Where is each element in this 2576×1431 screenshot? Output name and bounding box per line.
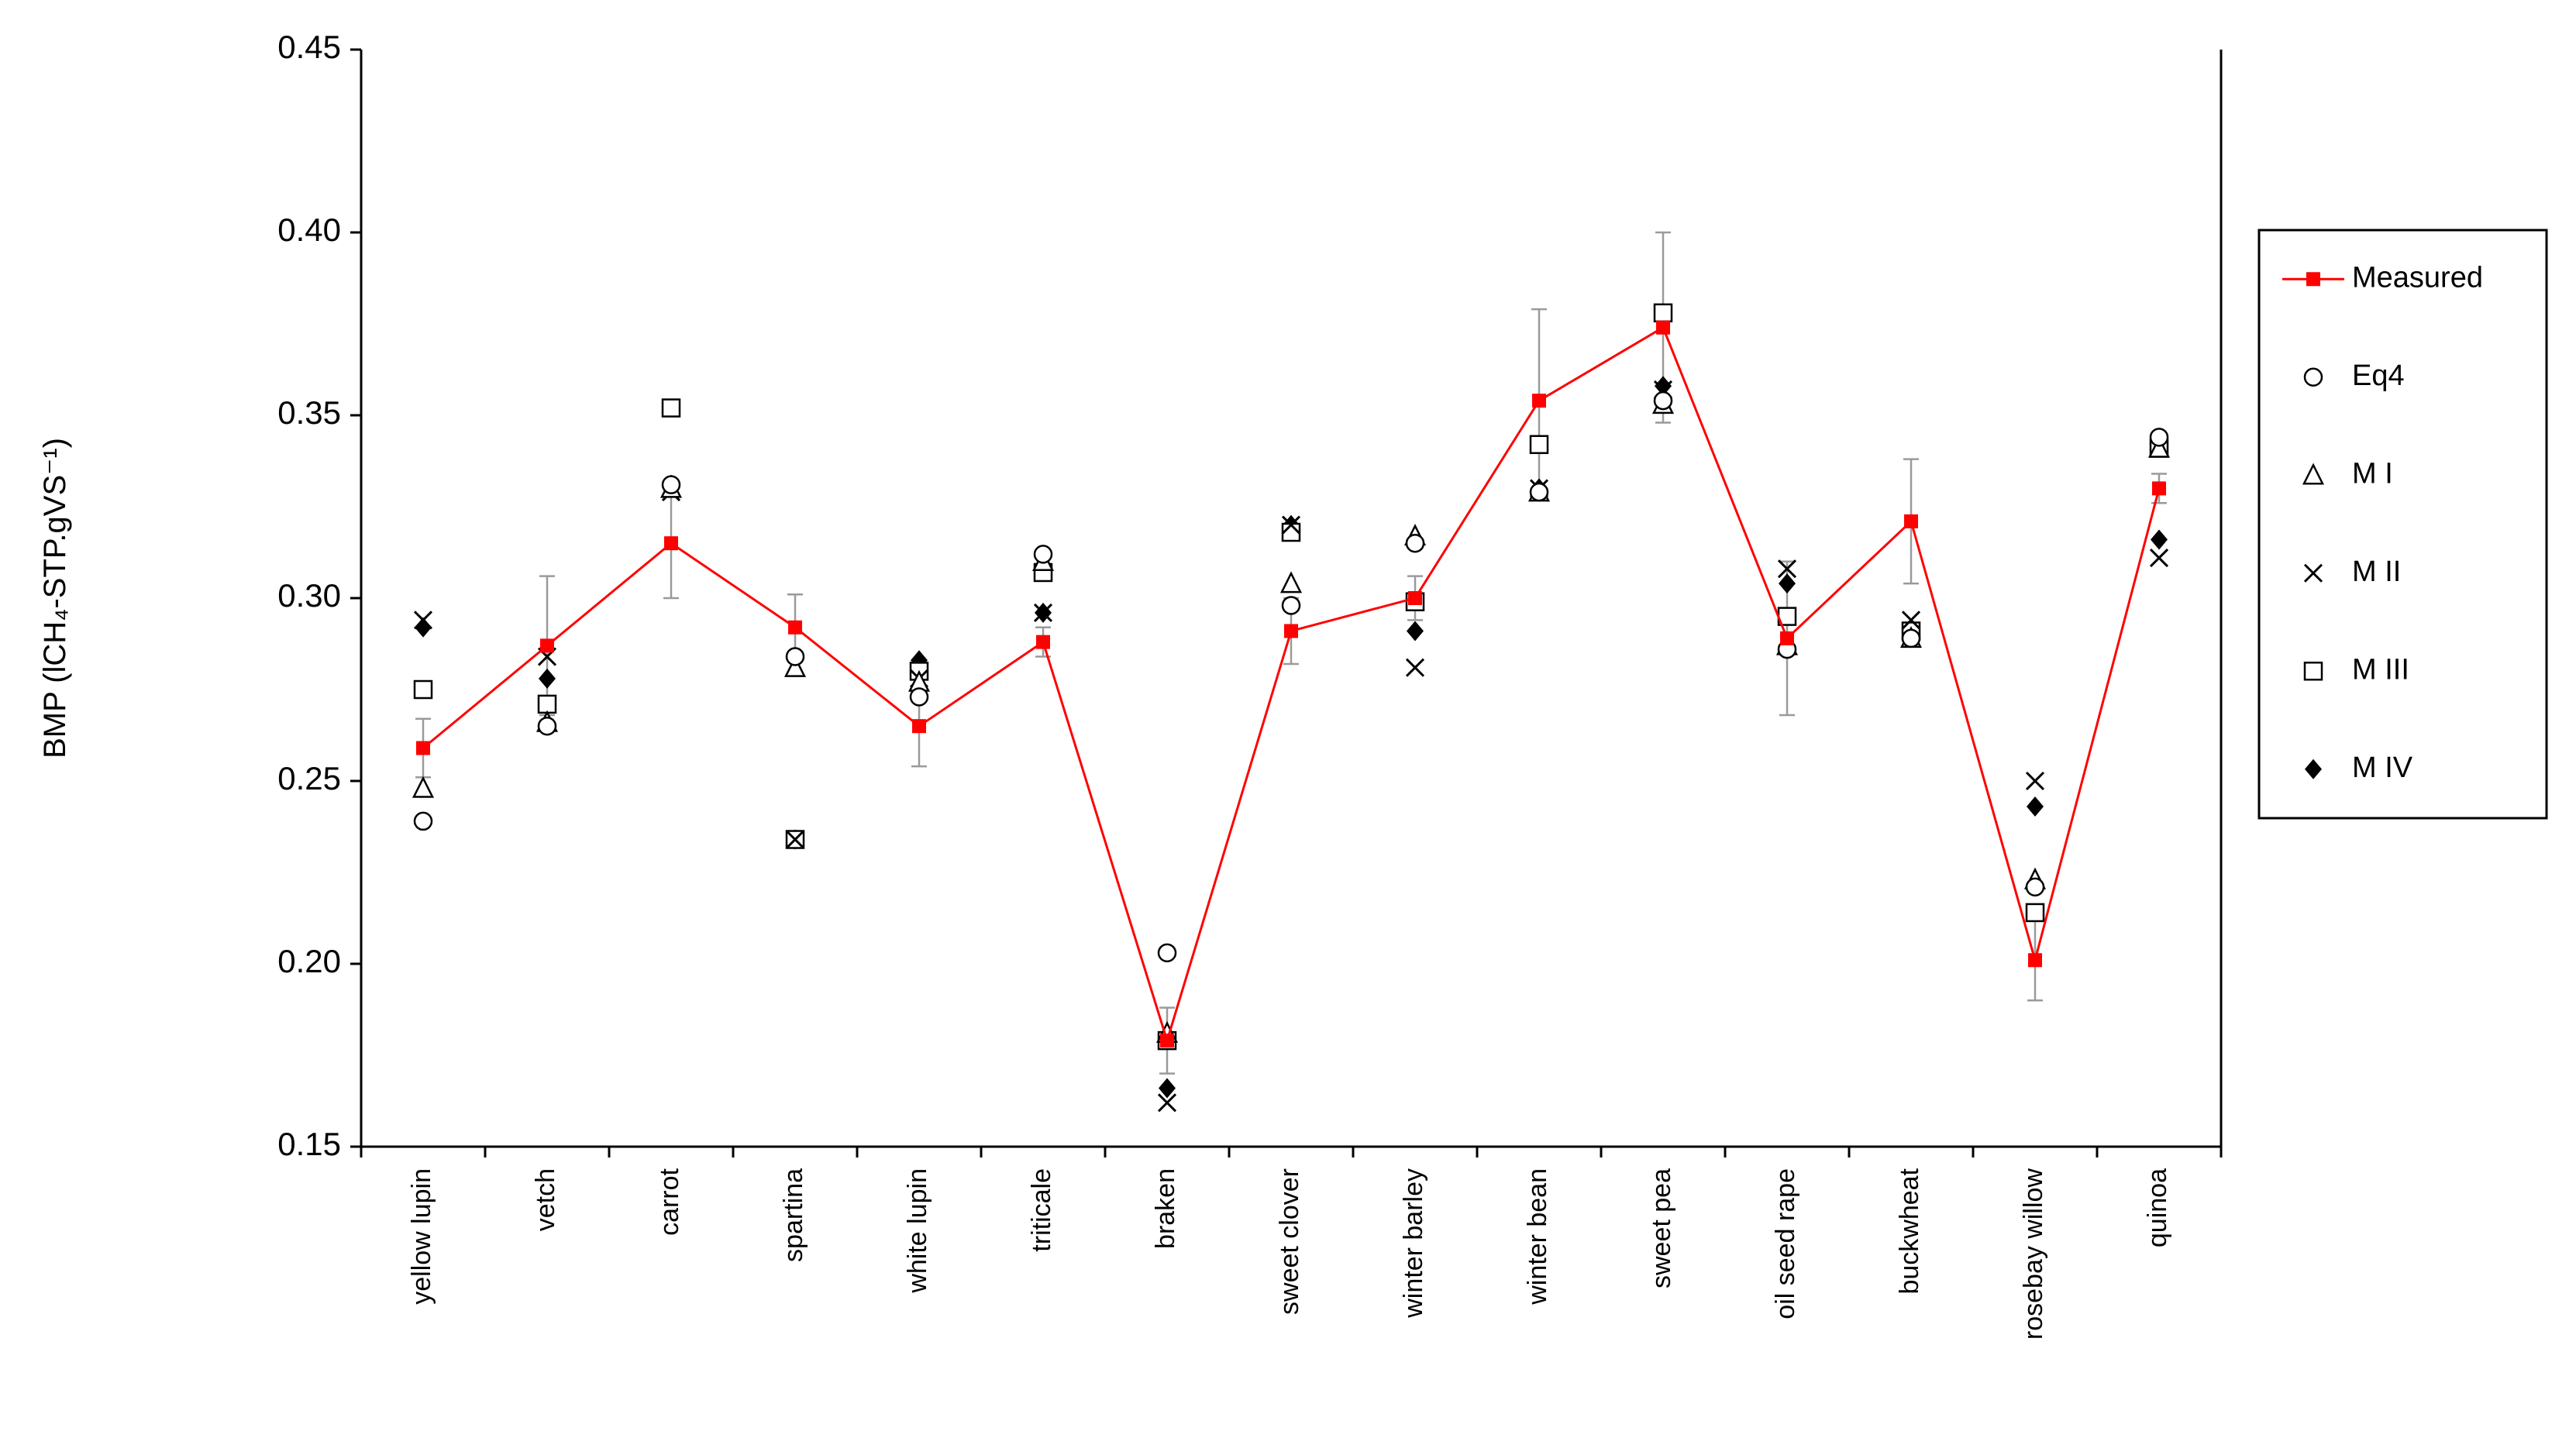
- data-point: [413, 679, 433, 700]
- data-point: [2025, 771, 2045, 791]
- data-point: [1281, 515, 1301, 535]
- data-point: [1157, 943, 1177, 963]
- x-tick-label: winter bean: [1523, 1168, 1552, 1305]
- y-tick-label: 0.45: [277, 29, 341, 65]
- data-point: [2147, 435, 2171, 458]
- data-point: [785, 647, 805, 666]
- data-point: [1532, 394, 1546, 408]
- data-point: [1653, 303, 1673, 323]
- data-point: [412, 776, 435, 798]
- data-point: [785, 830, 805, 849]
- data-point: [788, 620, 802, 635]
- data-point: [783, 655, 807, 677]
- data-point: [1408, 591, 1422, 605]
- data-point: [1405, 658, 1425, 677]
- x-tick-label: white lupin: [903, 1168, 932, 1294]
- data-point: [2028, 953, 2042, 968]
- data-point: [2151, 529, 2168, 550]
- y-tick-label: 0.20: [277, 943, 341, 979]
- y-tick-label: 0.40: [277, 212, 341, 248]
- legend-label: M III: [2352, 653, 2409, 686]
- y-tick-label: 0.25: [277, 760, 341, 796]
- data-point: [2027, 796, 2044, 817]
- x-tick-label: winter barley: [1399, 1168, 1428, 1319]
- data-point: [1529, 435, 1549, 455]
- x-tick-label: quinoa: [2143, 1168, 2172, 1247]
- data-point: [1407, 621, 1424, 642]
- data-point: [1279, 571, 1303, 593]
- data-point: [2025, 877, 2045, 897]
- x-tick-label: braken: [1151, 1168, 1180, 1249]
- data-point: [413, 811, 433, 831]
- data-point: [912, 719, 926, 734]
- data-point: [1033, 603, 1053, 622]
- data-point: [2152, 481, 2166, 496]
- data-point: [1656, 320, 1670, 335]
- x-tick-label: sweet clover: [1275, 1168, 1304, 1315]
- x-tick-label: vetch: [531, 1168, 560, 1231]
- x-tick-label: sweet pea: [1647, 1168, 1676, 1288]
- y-tick-label: 0.35: [277, 394, 341, 431]
- data-point: [415, 617, 432, 638]
- data-point: [1284, 624, 1298, 638]
- legend-marker: [2302, 463, 2325, 485]
- data-point: [1655, 376, 1672, 397]
- data-point: [661, 398, 681, 418]
- data-point: [1779, 573, 1796, 594]
- x-tick-label: oil seed rape: [1771, 1168, 1800, 1319]
- data-point: [537, 694, 557, 714]
- legend-marker: [2303, 367, 2323, 387]
- data-point: [1160, 1034, 1174, 1048]
- legend-label: Measured: [2352, 261, 2483, 294]
- data-point: [1157, 1093, 1177, 1113]
- y-tick-label: 0.30: [277, 577, 341, 614]
- legend-label: M IV: [2352, 752, 2413, 784]
- legend-label: M I: [2352, 457, 2393, 490]
- data-point: [416, 741, 430, 755]
- data-point: [1780, 631, 1794, 645]
- data-point: [1529, 482, 1549, 502]
- x-tick-label: rosebay willow: [2019, 1168, 2048, 1340]
- data-point: [909, 687, 929, 707]
- x-tick-label: yellow lupin: [407, 1168, 436, 1305]
- data-point: [1777, 559, 1797, 579]
- data-point: [1159, 1078, 1176, 1099]
- y-axis-label: BMP (lCH₄-STP.gVS⁻¹): [38, 438, 72, 758]
- legend-marker: [2303, 563, 2323, 583]
- data-point: [539, 668, 556, 689]
- legend-marker: [2303, 662, 2323, 681]
- data-point: [1281, 596, 1301, 615]
- data-point: [661, 475, 681, 494]
- legend-box: [2257, 229, 2548, 820]
- data-point: [2025, 903, 2045, 923]
- data-point: [1653, 390, 1673, 411]
- data-point: [2149, 549, 2169, 568]
- x-tick-label: buckwheat: [1895, 1168, 1924, 1294]
- x-tick-label: carrot: [655, 1168, 684, 1235]
- data-point: [664, 536, 678, 551]
- data-point: [1033, 545, 1053, 564]
- data-point: [1901, 611, 1921, 630]
- data-point: [537, 716, 557, 736]
- x-tick-label: triticale: [1027, 1168, 1056, 1252]
- data-point: [1901, 628, 1921, 648]
- data-point: [2149, 428, 2169, 447]
- data-point: [1904, 514, 1918, 528]
- legend-label: M II: [2352, 556, 2401, 588]
- x-tick-label: spartina: [779, 1168, 808, 1262]
- data-point: [540, 638, 554, 653]
- data-point: [1036, 635, 1050, 649]
- y-tick-label: 0.15: [277, 1126, 341, 1162]
- data-point: [413, 611, 433, 630]
- legend-marker: [2305, 758, 2322, 779]
- legend-marker: [2306, 272, 2320, 287]
- data-point: [1405, 533, 1425, 553]
- legend-label: Eq4: [2352, 359, 2405, 392]
